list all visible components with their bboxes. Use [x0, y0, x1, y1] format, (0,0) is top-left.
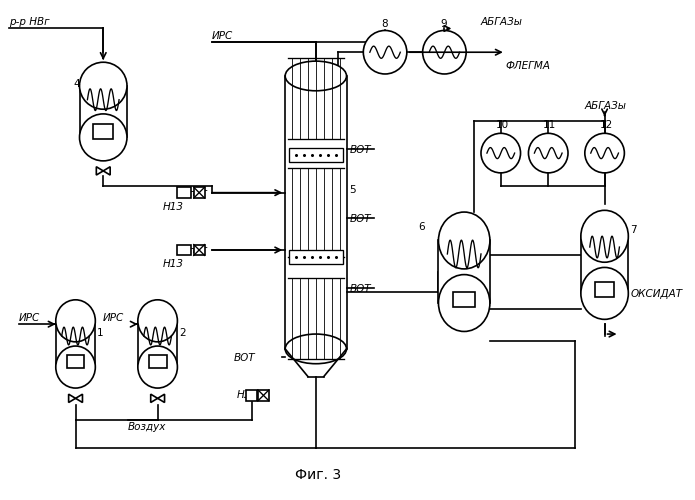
Ellipse shape — [439, 212, 490, 269]
Text: 8: 8 — [381, 18, 388, 28]
Text: ИРС: ИРС — [102, 313, 124, 323]
Circle shape — [481, 134, 521, 173]
Bar — [149, 356, 167, 368]
Text: ИРС: ИРС — [212, 32, 234, 42]
Text: Н13: Н13 — [163, 202, 183, 212]
Circle shape — [584, 134, 624, 173]
Bar — [453, 292, 475, 308]
Circle shape — [528, 134, 568, 173]
Bar — [67, 356, 85, 368]
Bar — [177, 187, 191, 198]
Text: 11: 11 — [543, 120, 557, 130]
Bar — [439, 240, 490, 303]
Text: 10: 10 — [496, 120, 509, 130]
Polygon shape — [151, 394, 158, 402]
Bar — [581, 236, 628, 294]
Text: Фиг. 3: Фиг. 3 — [295, 468, 341, 482]
Text: ИРС: ИРС — [19, 313, 40, 323]
Text: ВОТ: ВОТ — [350, 145, 371, 155]
Bar — [177, 244, 191, 256]
Ellipse shape — [138, 346, 177, 388]
Text: 12: 12 — [600, 120, 613, 130]
Bar — [246, 390, 257, 401]
Text: 7: 7 — [630, 225, 637, 235]
Bar — [595, 282, 614, 297]
Ellipse shape — [285, 61, 347, 91]
Text: НВг: НВг — [187, 245, 208, 255]
Text: 9: 9 — [441, 18, 447, 28]
Text: АБГАЗы: АБГАЗы — [481, 16, 523, 26]
Text: 5: 5 — [350, 184, 356, 194]
Text: р-р НВг: р-р НВг — [9, 16, 50, 26]
Polygon shape — [158, 394, 165, 402]
Ellipse shape — [439, 274, 490, 332]
Bar — [289, 250, 343, 264]
Text: ОКСИДАТ: ОКСИДАТ — [630, 288, 682, 298]
Text: 6: 6 — [418, 222, 425, 232]
Circle shape — [363, 30, 407, 74]
Ellipse shape — [79, 62, 127, 109]
Polygon shape — [104, 166, 111, 175]
Text: АБГАЗы: АБГАЗы — [584, 100, 627, 110]
Text: 2: 2 — [179, 328, 186, 338]
Polygon shape — [69, 394, 76, 402]
Text: 4: 4 — [74, 79, 80, 89]
Ellipse shape — [285, 334, 347, 364]
Ellipse shape — [581, 268, 628, 320]
Bar — [56, 321, 95, 367]
Text: 1: 1 — [97, 328, 104, 338]
Bar — [194, 187, 204, 198]
Ellipse shape — [56, 346, 95, 388]
Circle shape — [423, 30, 466, 74]
Bar — [289, 148, 343, 162]
Bar — [258, 390, 269, 401]
Ellipse shape — [79, 114, 127, 161]
Polygon shape — [76, 394, 83, 402]
Text: Н3: Н3 — [237, 390, 251, 400]
Text: ВОТ: ВОТ — [350, 284, 371, 294]
Text: ВОТ: ВОТ — [350, 214, 371, 224]
Bar — [79, 86, 127, 138]
Text: Н13: Н13 — [163, 259, 183, 269]
Bar — [138, 321, 177, 367]
Text: НВг: НВг — [187, 188, 208, 198]
Ellipse shape — [56, 300, 95, 342]
Polygon shape — [97, 166, 104, 175]
Ellipse shape — [581, 210, 628, 262]
Text: ФЛЕГМА: ФЛЕГМА — [506, 61, 550, 71]
Bar — [194, 244, 204, 256]
Text: ВОТ: ВОТ — [234, 353, 255, 363]
Text: Воздух: Воздух — [128, 422, 166, 432]
Bar — [93, 124, 113, 139]
Ellipse shape — [138, 300, 177, 342]
